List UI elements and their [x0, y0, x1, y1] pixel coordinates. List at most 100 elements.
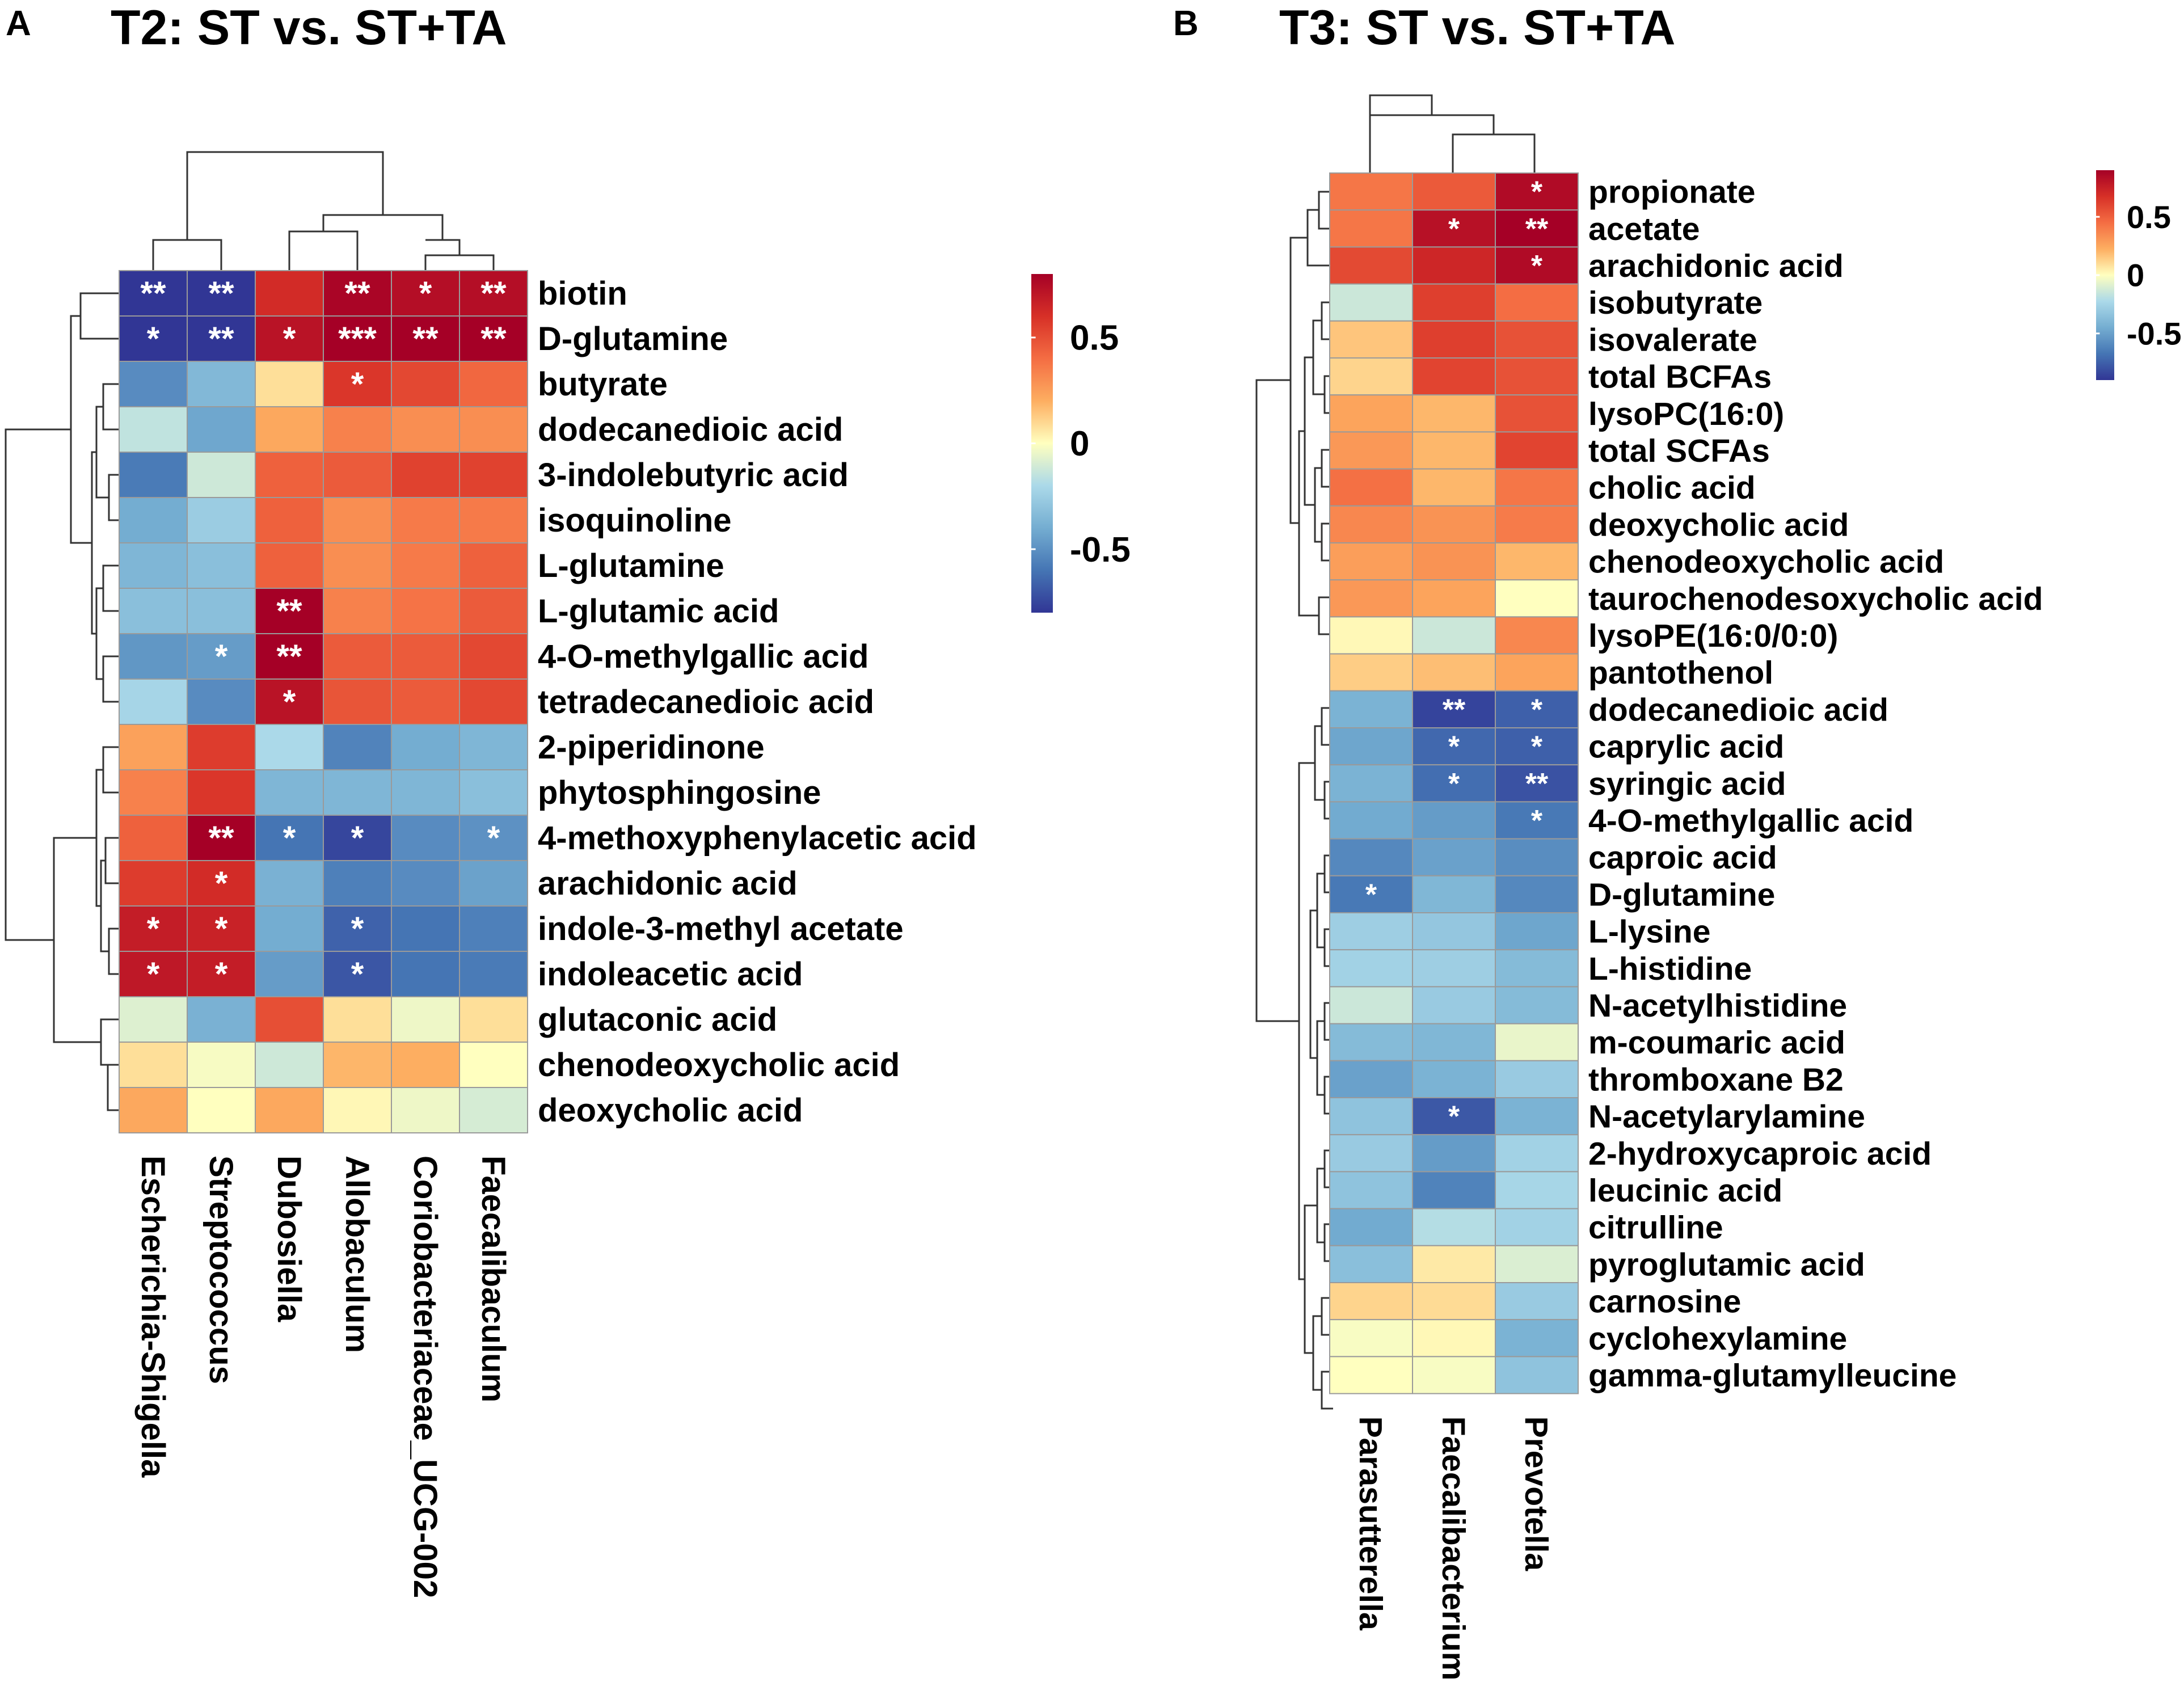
heatmap-cell-cholic-acid-faecalibacterium	[1412, 468, 1496, 507]
heatmap-cell-n-acetylhistidine-parasutterella	[1329, 986, 1413, 1025]
heatmap-cell-citrulline-faecalibacterium	[1412, 1208, 1496, 1246]
colorbar-tick-label: 0.5	[2127, 199, 2171, 235]
heatmap-cell-4-methoxyphenylacetic-acid-dubosiella	[255, 815, 324, 861]
heatmap-cell-thromboxane-b2-faecalibacterium	[1412, 1060, 1496, 1099]
row-label: cyclohexylamine	[1588, 1321, 1847, 1357]
heatmap-cell-indole-3-methyl-acetate-faecalibaculum	[459, 905, 528, 952]
heatmap-cell-d-glutamine-coriobacteriaceae-ucg-002	[391, 315, 460, 362]
heatmap-cell-butyrate-faecalibaculum	[459, 361, 528, 407]
row-label: isovalerate	[1588, 322, 1757, 358]
significance-mark: ***	[338, 321, 377, 357]
heatmap-cell-leucinic-acid-prevotella	[1495, 1171, 1579, 1209]
heatmap-cell-propionate-parasutterella	[1329, 172, 1413, 211]
heatmap-cell-l-glutamine-dubosiella	[255, 542, 324, 589]
significance-mark: *	[1365, 878, 1377, 911]
heatmap-cell-arachidonic-acid-dubosiella	[255, 860, 324, 907]
significance-mark: **	[480, 275, 507, 312]
row-label: pyroglutamic acid	[1588, 1246, 1865, 1283]
significance-mark: *	[1531, 250, 1543, 283]
row-label: taurochenodesoxycholic acid	[1588, 581, 2043, 617]
significance-mark: *	[351, 366, 364, 403]
heatmap-cell-chenodeoxycholic-acid-coriobacteriaceae-ucg-002	[391, 1042, 460, 1088]
heatmap-cell-chenodeoxycholic-acid-allobaculum	[323, 1042, 392, 1088]
heatmap-cell-indoleacetic-acid-coriobacteriaceae-ucg-002	[391, 951, 460, 997]
colorbar-tick-label: 0	[1070, 424, 1089, 463]
heatmap-cell-lysope-16-0-0-0-prevotella	[1495, 616, 1579, 655]
column-label: Faecalibacterium	[1435, 1417, 1472, 1681]
heatmap-cell-total-scfas-prevotella	[1495, 431, 1579, 470]
row-label: N-acetylhistidine	[1588, 988, 1847, 1024]
heatmap-cell-4-o-methylgallic-acid-coriobacteriaceae-ucg-002	[391, 633, 460, 680]
heatmap-cell-biotin-dubosiella	[255, 270, 324, 317]
heatmap-cell-2-hydroxycaproic-acid-prevotella	[1495, 1134, 1579, 1173]
heatmap-cell-gamma-glutamylleucine-parasutterella	[1329, 1356, 1413, 1394]
heatmap-cell-isobutyrate-faecalibacterium	[1412, 283, 1496, 322]
heatmap-cell-3-indolebutyric-acid-dubosiella	[255, 452, 324, 498]
heatmap-cell-isovalerate-prevotella	[1495, 320, 1579, 359]
heatmap-cell-3-indolebutyric-acid-streptococcus	[187, 452, 256, 498]
heatmap-cell-4-o-methylgallic-acid-parasutterella	[1329, 801, 1413, 840]
heatmap-cell-deoxycholic-acid-escherichia-shigella	[119, 1087, 188, 1133]
heatmap-cell-isobutyrate-prevotella	[1495, 283, 1579, 322]
heatmap-cell-caproic-acid-faecalibacterium	[1412, 838, 1496, 876]
significance-mark: *	[283, 820, 296, 857]
row-label: isobutyrate	[1588, 285, 1763, 321]
heatmap-cell-indole-3-methyl-acetate-coriobacteriaceae-ucg-002	[391, 905, 460, 952]
heatmap-cell-m-coumaric-acid-parasutterella	[1329, 1023, 1413, 1061]
heatmap-cell-4-methoxyphenylacetic-acid-faecalibaculum	[459, 815, 528, 861]
panel-b: B T3: ST vs. ST+TA	[1173, 1, 2182, 1680]
heatmap-cell-2-hydroxycaproic-acid-faecalibacterium	[1412, 1134, 1496, 1173]
heatmap-cell-arachidonic-acid-prevotella	[1495, 246, 1579, 285]
row-label: dodecanedioic acid	[538, 411, 843, 448]
significance-mark: **	[276, 593, 302, 630]
heatmap-cell-acetate-prevotella	[1495, 209, 1579, 248]
row-label: deoxycholic acid	[538, 1092, 803, 1129]
heatmap-cell-d-glutamine-faecalibacterium	[1412, 875, 1496, 914]
heatmap-cell-n-acetylarylamine-faecalibacterium	[1412, 1097, 1496, 1136]
heatmap-cell-deoxycholic-acid-allobaculum	[323, 1087, 392, 1133]
heatmap-cell-4-methoxyphenylacetic-acid-allobaculum	[323, 815, 392, 861]
heatmap-cell-n-acetylarylamine-prevotella	[1495, 1097, 1579, 1136]
heatmap-cell-indoleacetic-acid-faecalibaculum	[459, 951, 528, 997]
significance-mark: *	[215, 956, 228, 993]
heatmap-cell-isoquinoline-dubosiella	[255, 497, 324, 543]
heatmap-cell-4-o-methylgallic-acid-streptococcus	[187, 633, 256, 680]
heatmap-cell-l-glutamic-acid-escherichia-shigella	[119, 588, 188, 634]
heatmap-cell-thromboxane-b2-prevotella	[1495, 1060, 1579, 1099]
heatmap-cell-cyclohexylamine-parasutterella	[1329, 1319, 1413, 1358]
row-label: lysoPE(16:0/0:0)	[1588, 618, 1838, 654]
significance-mark: *	[487, 820, 500, 857]
row-label: acetate	[1588, 211, 1700, 247]
heatmap-cell-glutaconic-acid-dubosiella	[255, 996, 324, 1043]
heatmap-cell-syringic-acid-faecalibacterium	[1412, 764, 1496, 803]
heatmap-cell-butyrate-escherichia-shigella	[119, 361, 188, 407]
heatmap-cell-l-lysine-prevotella	[1495, 912, 1579, 951]
significance-mark: **	[412, 321, 439, 357]
heatmap-cell-deoxycholic-acid-streptococcus	[187, 1087, 256, 1133]
row-label: 4-O-methylgallic acid	[538, 638, 868, 675]
heatmap-cell-l-glutamine-coriobacteriaceae-ucg-002	[391, 542, 460, 589]
column-label: Streptococcus	[203, 1156, 239, 1384]
heatmap-cell-glutaconic-acid-streptococcus	[187, 996, 256, 1043]
heatmap-cell-cyclohexylamine-faecalibacterium	[1412, 1319, 1496, 1358]
heatmap-cell-indole-3-methyl-acetate-streptococcus	[187, 905, 256, 952]
row-label: gamma-glutamylleucine	[1588, 1358, 1957, 1394]
row-label: total SCFAs	[1588, 433, 1770, 469]
heatmap-cell-dodecanedioic-acid-coriobacteriaceae-ucg-002	[391, 406, 460, 453]
heatmap-cell-arachidonic-acid-escherichia-shigella	[119, 860, 188, 907]
panel-a: A T2: ST vs. ST+TA	[5, 1, 1131, 1598]
heatmap-cell-dodecanedioic-acid-escherichia-shigella	[119, 406, 188, 453]
heatmap-cell-deoxycholic-acid-dubosiella	[255, 1087, 324, 1133]
heatmap-cell-phytosphingosine-faecalibaculum	[459, 769, 528, 816]
heatmap-cell-cyclohexylamine-prevotella	[1495, 1319, 1579, 1358]
row-label: syringic acid	[1588, 766, 1786, 802]
heatmap-cell-arachidonic-acid-faecalibacterium	[1412, 246, 1496, 285]
heatmap-cell-phytosphingosine-dubosiella	[255, 769, 324, 816]
heatmap-cell-n-acetylhistidine-prevotella	[1495, 986, 1579, 1025]
heatmap-cell-total-bcfas-parasutterella	[1329, 357, 1413, 396]
heatmap-cell-isovalerate-faecalibacterium	[1412, 320, 1496, 359]
heatmap-cell-pyroglutamic-acid-faecalibacterium	[1412, 1245, 1496, 1284]
heatmap-cell-l-histidine-prevotella	[1495, 949, 1579, 988]
colorbar-tick-label: 0.5	[1070, 319, 1119, 358]
